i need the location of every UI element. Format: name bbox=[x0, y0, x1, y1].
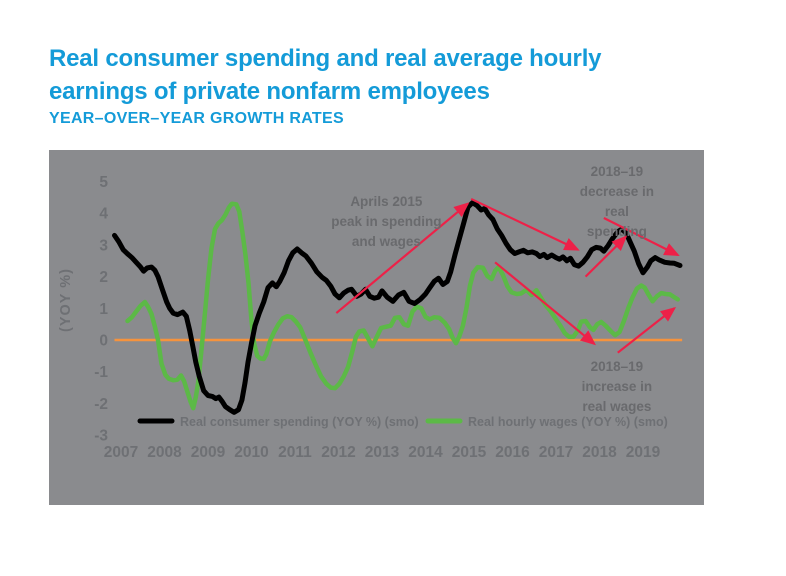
spending-line bbox=[112, 200, 683, 415]
legend-label-wages: Real hourly wages (YOY %) (smo) bbox=[468, 415, 668, 429]
chart-canvas: 5 4 3 2 1 0 -1 -2 -3 (YOY %) 2007 2008 2009 2010 2011 2… bbox=[58, 174, 683, 461]
page-title-line2: earnings of private nonfarm employees bbox=[49, 78, 490, 105]
x-tick-label: 2016 bbox=[495, 444, 530, 461]
page-subtitle: YEAR–OVER–YEAR GROWTH RATES bbox=[49, 110, 344, 127]
x-tick-label: 2014 bbox=[408, 444, 443, 461]
y-tick-label: 1 bbox=[99, 301, 108, 318]
x-tick-label: 2013 bbox=[365, 444, 400, 461]
x-tick-label: 2012 bbox=[321, 444, 355, 461]
spending-fall-arrow-2015-2017 bbox=[470, 197, 580, 251]
page-title-line1: Real consumer spending and real average … bbox=[49, 45, 602, 72]
y-tick-label: 2 bbox=[99, 269, 108, 286]
increase-2018-19-annotation: 2018–19 increase in real wages bbox=[581, 358, 653, 414]
wages-rise-arrow-2018-2019 bbox=[617, 306, 677, 354]
x-tick-label: 2010 bbox=[234, 444, 268, 461]
y-axis-label: (YOY %) bbox=[58, 268, 74, 332]
y-tick-label: -2 bbox=[94, 396, 108, 413]
decrease-2018-19-annotation: 2018–19 decrease in real spending bbox=[579, 163, 655, 239]
chart-panel: 5 4 3 2 1 0 -1 -2 -3 (YOY %) 2007 2008 2009 2010 2011 2… bbox=[49, 150, 704, 505]
spending-rise-arrow-2017-2018 bbox=[584, 235, 628, 278]
x-tick-label: 2018 bbox=[582, 444, 617, 461]
wages-fall-arrow-2015-2018 bbox=[494, 261, 596, 346]
x-tick-label: 2019 bbox=[626, 444, 661, 461]
y-tick-label: -3 bbox=[94, 428, 108, 445]
x-tick-label: 2009 bbox=[191, 444, 226, 461]
legend-label-spending: Real consumer spending (YOY %) (smo) bbox=[180, 415, 419, 429]
spending-fall-arrow-2018-2019 bbox=[603, 216, 680, 257]
x-tick-label: 2007 bbox=[104, 444, 138, 461]
y-tick-label: 5 bbox=[99, 174, 108, 191]
spending-rise-arrow-2012-2015 bbox=[335, 202, 470, 314]
x-tick-label: 2015 bbox=[452, 444, 487, 461]
y-tick-label: 3 bbox=[99, 237, 108, 254]
y-tick-label: 0 bbox=[99, 333, 108, 350]
y-tick-label: -1 bbox=[94, 364, 108, 381]
x-tick-label: 2011 bbox=[278, 444, 312, 461]
april-2015-peak-annotation: Aprils 2015 peak in spending and wages bbox=[331, 194, 442, 250]
wages-line bbox=[125, 201, 681, 411]
x-tick-label: 2017 bbox=[539, 444, 573, 461]
x-tick-label: 2008 bbox=[147, 444, 182, 461]
y-tick-label: 4 bbox=[99, 206, 108, 223]
page-title: Real consumer spending and real average … bbox=[49, 42, 709, 108]
